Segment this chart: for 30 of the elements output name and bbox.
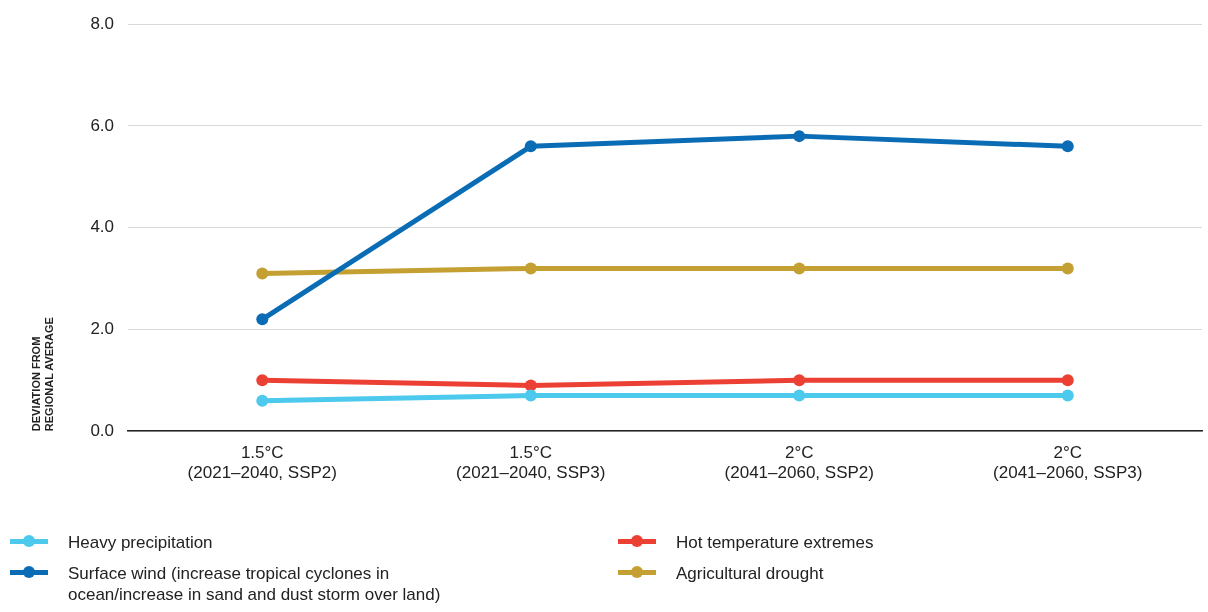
point	[256, 313, 269, 326]
legend-label: Surface wind (increase tropical cyclones in ocean/increase in sand and dust storm over land)	[68, 563, 442, 605]
point	[1061, 140, 1074, 153]
legend-label: Heavy precipitation	[68, 532, 213, 553]
x-tick-label: 2°C (2041–2060, SSP3)	[993, 443, 1143, 483]
y-tick-label: 0.0	[90, 420, 115, 440]
y-tick-label: 4.0	[90, 217, 115, 237]
point	[524, 140, 537, 153]
x-tick-label: 1.5°C (2021–2040, SSP2)	[187, 443, 337, 483]
point	[793, 130, 806, 143]
point	[793, 262, 806, 275]
y-tick-label: 6.0	[90, 115, 115, 135]
y-axis-title: DEVIATION FROM REGIONAL AVERAGE	[29, 317, 55, 432]
legend-label: Agricultural drought	[676, 563, 824, 584]
point	[524, 262, 537, 275]
point	[1061, 374, 1074, 387]
point	[1061, 389, 1074, 402]
x-tick-label: 2°C (2041–2060, SSP2)	[724, 443, 874, 483]
x-tick-label: 1.5°C (2021–2040, SSP3)	[456, 443, 606, 483]
point	[524, 389, 537, 402]
point	[524, 379, 537, 392]
y-tick-label: 2.0	[90, 319, 115, 339]
legend-label: Hot temperature extremes	[676, 532, 874, 553]
point	[256, 374, 269, 387]
point	[793, 374, 806, 387]
point	[793, 389, 806, 402]
point	[256, 267, 269, 280]
point	[256, 394, 269, 407]
y-tick-label: 8.0	[90, 13, 115, 33]
point	[1061, 262, 1074, 275]
